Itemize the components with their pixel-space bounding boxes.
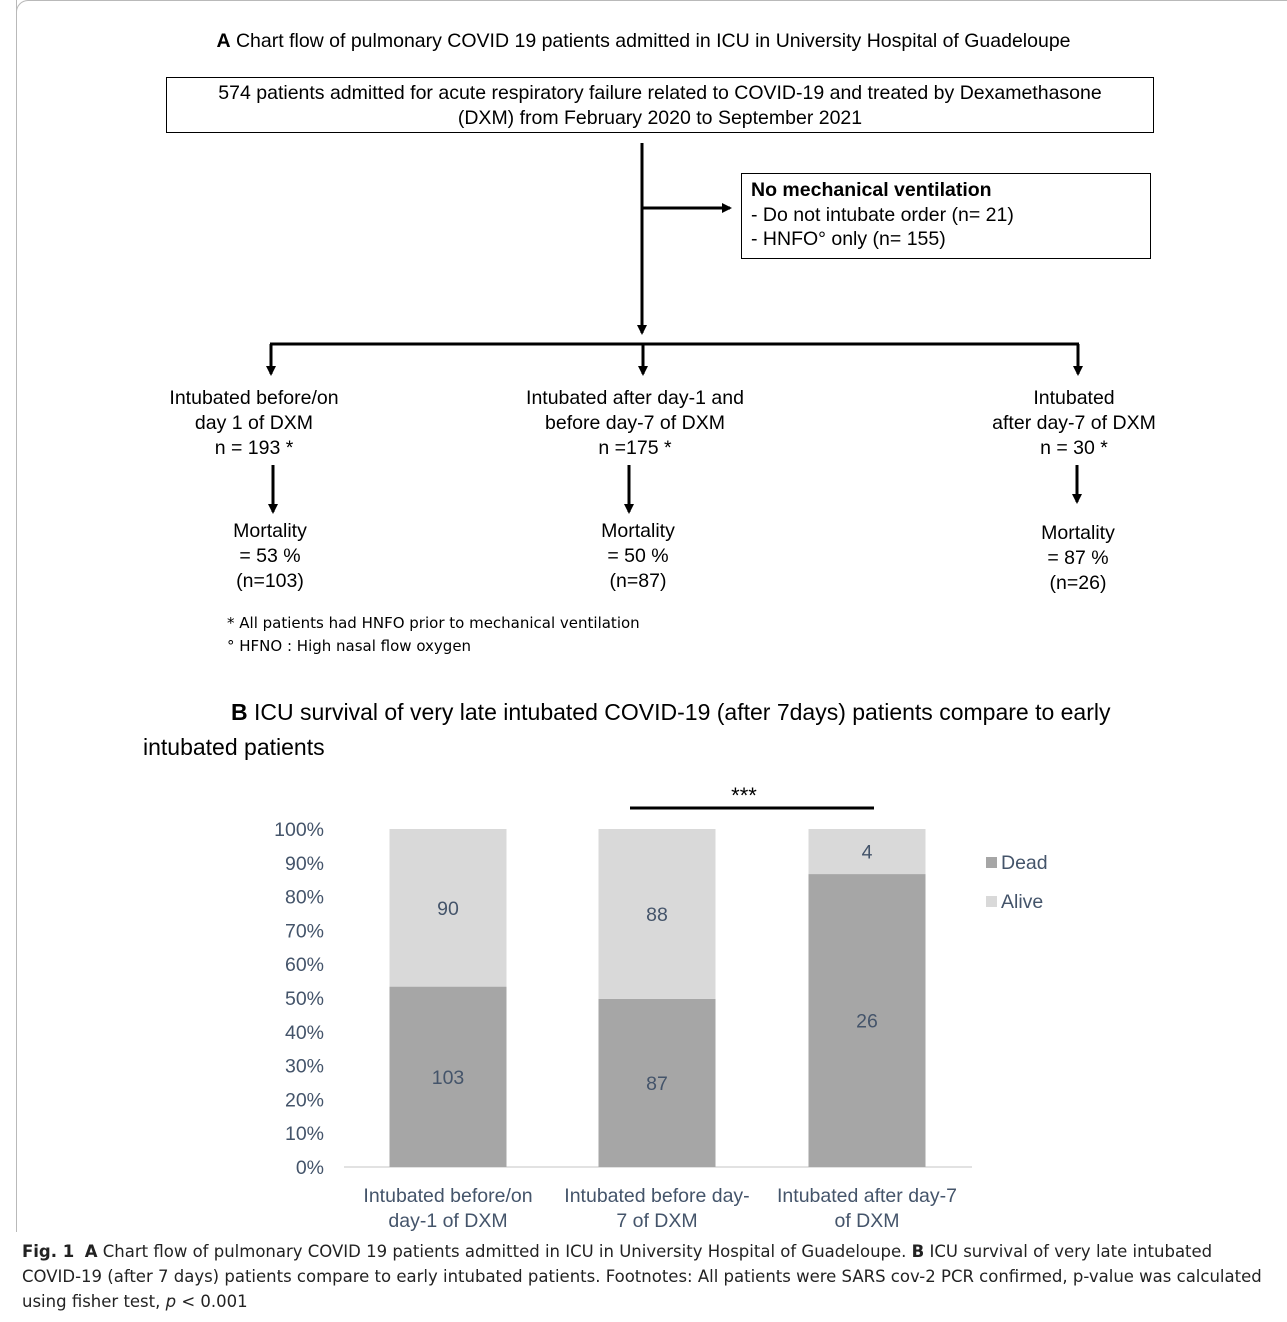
caption-fig-label: Fig. 1 xyxy=(22,1242,75,1261)
mortality2-percent: = 50 % xyxy=(607,545,669,567)
mortality2-node: Mortality = 50 % (n=87) xyxy=(558,519,718,594)
group1-line1: Intubated before/on xyxy=(169,387,339,409)
flow-connectors xyxy=(266,143,1083,514)
caption-b-label: B xyxy=(911,1242,925,1261)
bar-dead-2 xyxy=(598,998,716,1167)
panel-a-title-text: Chart flow of pulmonary COVID 19 patient… xyxy=(230,30,1071,52)
x-category-label: of DXM xyxy=(834,1210,899,1232)
bar-alive-1 xyxy=(389,829,507,987)
group1-line2: day 1 of DXM xyxy=(194,412,314,434)
y-tick-label: 50% xyxy=(285,988,324,1010)
data-label-alive-3: 4 xyxy=(862,842,873,864)
bar-dead-3 xyxy=(808,874,926,1167)
x-category-label: Intubated after day-7 xyxy=(777,1185,957,1207)
group3-line1: Intubated xyxy=(1033,387,1115,409)
flow-top-box: 574 patients admitted for acute respirat… xyxy=(166,77,1154,133)
caption-b-text: ICU survival of very late intubated COVI… xyxy=(22,1242,1262,1311)
group1-line3: n = 193 * xyxy=(214,437,294,459)
group2-line1: Intubated after day-1 and xyxy=(526,387,744,409)
mortality3-count: (n=26) xyxy=(1049,572,1107,594)
group2-node: Intubated after day-1 and before day-7 o… xyxy=(490,386,780,461)
y-tick-label: 90% xyxy=(285,853,324,875)
legend-swatch-dead xyxy=(986,857,997,868)
legend-swatch-alive xyxy=(986,896,997,907)
x-category-label: Intubated before/on xyxy=(363,1185,532,1207)
significance-stars: *** xyxy=(731,783,757,808)
caption-a-text: Chart flow of pulmonary COVID 19 patient… xyxy=(97,1242,912,1261)
group3-line2: after day-7 of DXM xyxy=(992,412,1156,434)
mortality1-percent: = 53 % xyxy=(239,545,301,567)
x-category-label: Intubated before day- xyxy=(564,1185,749,1207)
flow-side-box: No mechanical ventilation - Do not intub… xyxy=(741,173,1151,259)
caption-a-label: A xyxy=(84,1242,98,1261)
side-box-heading: No mechanical ventilation xyxy=(751,179,992,201)
data-label-dead-3: 26 xyxy=(856,1011,878,1033)
x-category-label: 7 of DXM xyxy=(616,1210,697,1232)
y-tick-label: 0% xyxy=(296,1157,324,1179)
data-label-alive-1: 90 xyxy=(437,898,459,920)
panel-b-title-line2: intubated patients xyxy=(143,734,325,760)
caption-p-symbol: p xyxy=(165,1292,177,1311)
data-label-alive-2: 88 xyxy=(646,904,668,926)
figure-frame-left-border xyxy=(16,0,17,1232)
top-box-line2: (DXM) from February 2020 to September 20… xyxy=(457,107,863,129)
legend-label-dead: Dead xyxy=(1001,852,1048,874)
side-box-line2: - HNFO° only (n= 155) xyxy=(751,228,946,250)
stacked-bar-chart: 0% 10% 20% 30% 40% 50% 60% 70% 80% 90% 100% 103 90 In… xyxy=(274,783,1048,1232)
bar-alive-2 xyxy=(598,829,716,999)
mortality1-label: Mortality xyxy=(233,520,307,542)
legend-label-alive: Alive xyxy=(1001,891,1043,913)
bar-dead-1 xyxy=(389,986,507,1167)
y-tick-label: 40% xyxy=(285,1022,324,1044)
caption-p-value: < 0.001 xyxy=(176,1292,248,1311)
panel-a-label: A xyxy=(216,30,231,52)
panel-b-title-line1: B ICU survival of very late intubated CO… xyxy=(231,693,1111,731)
x-category-label: day-1 of DXM xyxy=(388,1210,507,1232)
mortality1-node: Mortality = 53 % (n=103) xyxy=(190,519,350,594)
panel-a-title: A Chart flow of pulmonary COVID 19 patie… xyxy=(0,30,1287,53)
group1-node: Intubated before/on day 1 of DXM n = 193… xyxy=(134,386,374,461)
group3-node: Intubated after day-7 of DXM n = 30 * xyxy=(964,386,1184,461)
y-tick-label: 80% xyxy=(285,887,324,909)
mortality3-label: Mortality xyxy=(1041,522,1115,544)
bar-alive-3 xyxy=(808,829,926,875)
mortality3-percent: = 87 % xyxy=(1047,547,1109,569)
data-label-dead-2: 87 xyxy=(646,1073,668,1095)
panel-b-title-text: ICU survival of very late intubated COVI… xyxy=(247,699,1111,725)
y-tick-label: 10% xyxy=(285,1123,324,1145)
figure-caption: Fig. 1 A Chart flow of pulmonary COVID 1… xyxy=(22,1239,1272,1314)
mortality2-label: Mortality xyxy=(601,520,675,542)
y-tick-label: 30% xyxy=(285,1056,324,1078)
mortality3-node: Mortality = 87 % (n=26) xyxy=(998,521,1158,596)
group3-line3: n = 30 * xyxy=(1040,437,1108,459)
top-box-line1: 574 patients admitted for acute respirat… xyxy=(218,82,1102,104)
side-box-line1: - Do not intubate order (n= 21) xyxy=(751,203,1014,226)
y-tick-label: 100% xyxy=(274,819,324,841)
mortality1-count: (n=103) xyxy=(236,570,304,592)
panel-b-label: B xyxy=(231,699,248,725)
y-tick-label: 20% xyxy=(285,1089,324,1111)
y-tick-label: 70% xyxy=(285,920,324,942)
footnote-1: * All patients had HNFO prior to mechani… xyxy=(227,614,640,632)
footnote-2: ° HFNO : High nasal flow oxygen xyxy=(227,637,472,655)
mortality2-count: (n=87) xyxy=(609,570,667,592)
group2-line2: before day-7 of DXM xyxy=(545,412,725,434)
group2-line3: n =175 * xyxy=(598,437,672,459)
data-label-dead-1: 103 xyxy=(432,1067,465,1089)
y-tick-label: 60% xyxy=(285,954,324,976)
